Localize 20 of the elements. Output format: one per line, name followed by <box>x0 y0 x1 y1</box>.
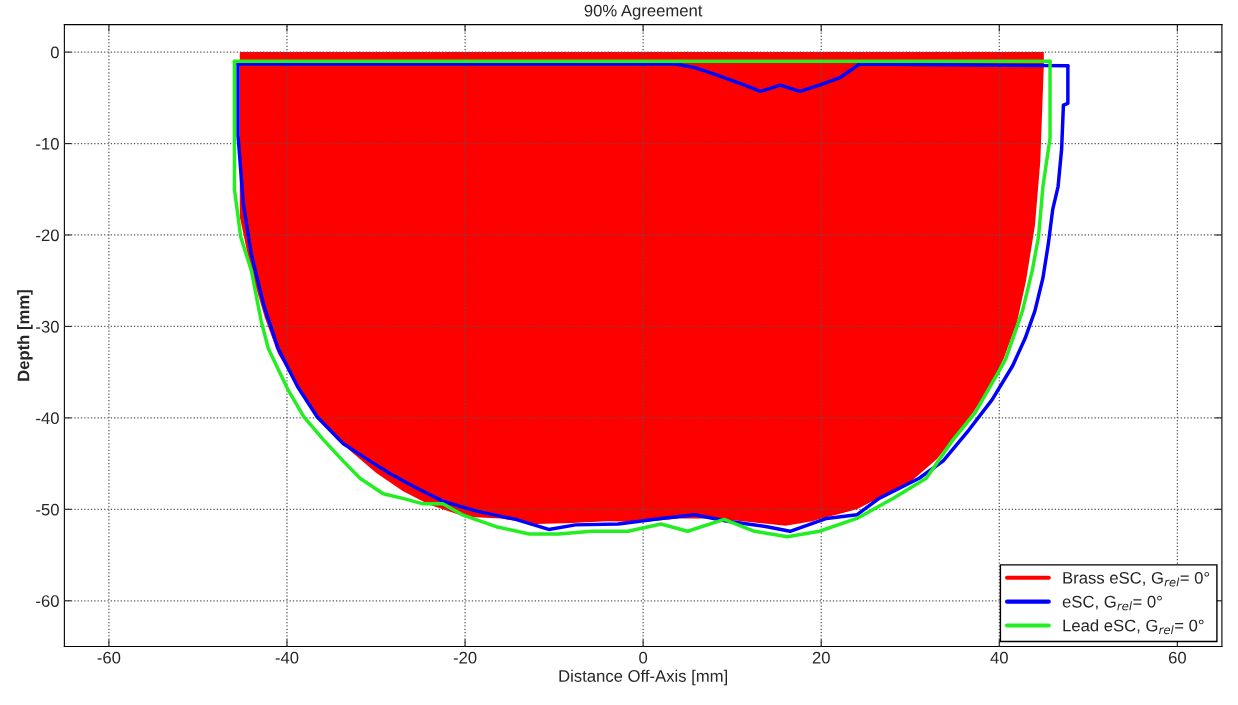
legend-label: eSC, G$_{rel}$= 0° <box>1062 595 1162 611</box>
y-tick-label: -50 <box>36 503 59 516</box>
x-tick-label: -20 <box>453 651 477 664</box>
chart-title: 90% Agreement <box>584 4 703 20</box>
y-tick-label: -20 <box>36 229 59 242</box>
x-tick-label: -60 <box>97 651 121 664</box>
x-tick-label: 40 <box>990 651 1008 664</box>
x-tick-label: 0 <box>639 651 648 664</box>
x-axis-title: Distance Off-Axis [mm] <box>559 669 728 686</box>
y-tick-label: -60 <box>36 595 59 607</box>
y-axis-title: Depth [mm] <box>17 290 33 381</box>
legend-label: Lead eSC, G$_{rel}$= 0° <box>1063 619 1204 635</box>
legend-label: Brass eSC, G$_{rel}$= 0° <box>1063 571 1210 587</box>
y-tick-label: 0 <box>50 46 59 59</box>
x-tick-label: 20 <box>812 651 830 664</box>
y-tick-label: -40 <box>36 412 59 425</box>
y-tick-label: -30 <box>36 320 59 333</box>
y-tick-label: -10 <box>36 137 59 150</box>
x-tick-label: -40 <box>275 651 299 664</box>
x-tick-label: 60 <box>1168 651 1186 664</box>
